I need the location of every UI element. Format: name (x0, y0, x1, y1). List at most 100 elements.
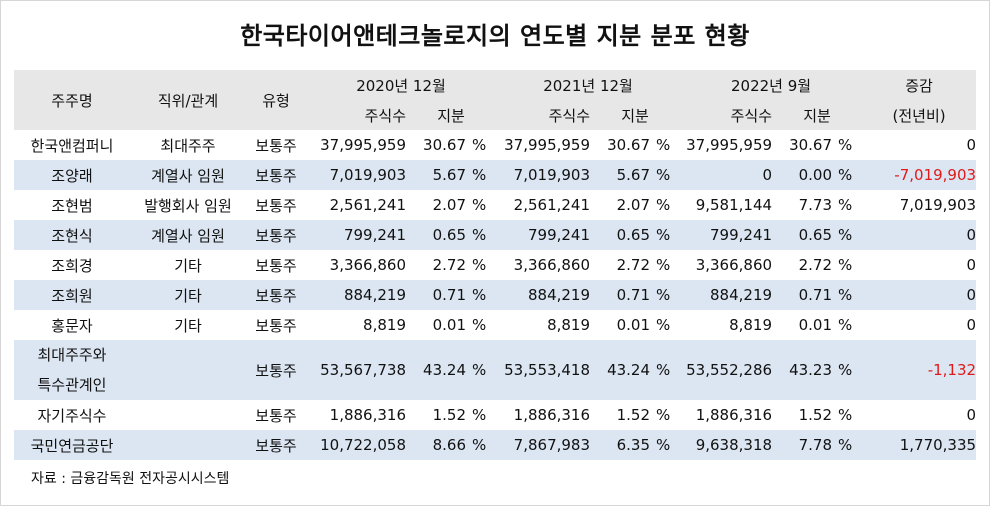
shares-2021: 7,867,983 (496, 430, 591, 460)
change-cell: 0 (966, 136, 977, 154)
position-cell: 최대주주 (160, 136, 216, 155)
shares-2022: 1,886,316 (695, 406, 773, 424)
pct-sign: % (838, 256, 853, 274)
shareholder-name: 조양래 (14, 160, 130, 190)
pct-sign: % (472, 136, 487, 154)
shares-2021: 8,819 (547, 316, 591, 334)
shareholder-name-line1: 최대주주와 (37, 346, 107, 364)
stake-2020: 0.71 (406, 280, 466, 310)
type-cell: 보통주 (246, 430, 306, 460)
shares-2022: 8,819 (729, 316, 773, 334)
header-position: 직위/관계 (130, 70, 246, 130)
change-cell: 0 (966, 256, 977, 274)
pct-sign: % (832, 220, 863, 250)
table-row: 조현식 계열사 임원 보통주 799,241 0.65% 799,241 0.65% 799,… (14, 220, 977, 250)
pct-sign: % (650, 220, 681, 250)
header-row-1: 주주명 직위/관계 유형 2020년 12월 2021년 12월 2022년 9… (14, 70, 977, 130)
pct-sign: % (466, 160, 497, 190)
type-cell: 보통주 (255, 136, 297, 155)
position-cell: 기타 (174, 256, 202, 275)
pct-sign: % (838, 316, 853, 334)
shareholder-name: 조현식 (14, 220, 130, 250)
shares-2020: 53,567,738 (306, 340, 406, 400)
pct-sign: % (838, 406, 853, 424)
type-cell: 보통주 (255, 406, 297, 425)
change-cell: 0 (862, 220, 977, 250)
stake-2020: 30.67 (423, 136, 466, 154)
shareholder-name: 한국앤컴퍼니 (30, 136, 114, 155)
change-cell: -1,132 (862, 340, 977, 400)
stake-2020: 43.24 (406, 340, 466, 400)
table-row: 국민연금공단 보통주 10,722,058 8.66% 7,867,983 6.35% 9,… (14, 430, 977, 460)
shares-2021: 799,241 (496, 220, 591, 250)
pct-sign: % (650, 430, 681, 460)
position-cell: 계열사 임원 (130, 160, 246, 190)
table-row: 조현범 발행회사 임원 보통주 2,561,241 2.07% 2,561,241 2.07… (14, 190, 976, 220)
position-cell (130, 430, 246, 460)
pct-sign: % (832, 340, 863, 400)
shares-2021: 53,553,418 (496, 340, 591, 400)
stake-2020: 5.67 (406, 160, 466, 190)
source-note: 자료 : 금융감독원 전자공시시스템 (31, 471, 230, 487)
stake-2021: 2.07 (616, 196, 651, 214)
type-cell: 보통주 (246, 280, 306, 310)
table-row: 자기주식수 보통주 1,886,316 1.52% 1,886,316 1.52% 1,88… (14, 400, 976, 430)
header-shareholder: 주주명 (14, 70, 130, 130)
stake-2022: 30.67 (789, 136, 833, 154)
stake-2021: 6.35 (590, 430, 651, 460)
header-shares-2021: 주식수 (496, 100, 591, 130)
shareholder-name: 자기주식수 (37, 406, 107, 425)
pct-sign: % (466, 340, 497, 400)
shareholder-name-line2: 특수관계인 (37, 376, 107, 394)
shareholder-name: 홍문자 (51, 316, 93, 335)
position-cell: 계열사 임원 (130, 220, 246, 250)
shares-2022: 3,366,860 (695, 256, 773, 274)
shareholder-name: 조희원 (14, 280, 130, 310)
shares-2020: 884,219 (306, 280, 406, 310)
stake-2022: 0.00 (772, 160, 833, 190)
stake-2020: 8.66 (406, 430, 466, 460)
shares-2021: 2,561,241 (513, 196, 591, 214)
change-cell: 7,019,903 (899, 196, 977, 214)
shares-2020: 799,241 (306, 220, 406, 250)
pct-sign: % (472, 196, 487, 214)
table-row: 조희경 기타 보통주 3,366,860 2.72% 3,366,860 2.72% 3,36… (14, 250, 976, 280)
shareholder-name: 국민연금공단 (14, 430, 130, 460)
stake-2021: 0.65 (590, 220, 651, 250)
shares-2020: 1,886,316 (329, 406, 406, 424)
position-cell: 발행회사 임원 (144, 196, 232, 215)
pct-sign: % (832, 280, 863, 310)
change-cell: 0 (862, 280, 977, 310)
stake-2020: 2.72 (432, 256, 466, 274)
pct-sign: % (466, 280, 497, 310)
pct-sign: % (650, 340, 681, 400)
stake-2022: 7.73 (798, 196, 833, 214)
shares-2020: 8,819 (363, 316, 406, 334)
type-cell: 보통주 (246, 160, 306, 190)
position-cell: 기타 (130, 280, 246, 310)
shareholder-name: 조현범 (51, 196, 93, 215)
stake-2021: 30.67 (607, 136, 651, 154)
shares-2022: 799,241 (680, 220, 773, 250)
change-cell: 0 (966, 406, 977, 424)
stake-2022: 0.01 (798, 316, 833, 334)
header-row-2: 주식수 지분 주식수 지분 주식수 지분 (전년비) (14, 100, 977, 130)
stake-2021: 0.71 (590, 280, 651, 310)
stake-2020: 0.65 (406, 220, 466, 250)
pct-sign: % (466, 430, 497, 460)
stake-2020: 1.52 (432, 406, 466, 424)
pct-sign: % (656, 316, 671, 334)
header-shares-2022: 주식수 (680, 100, 773, 130)
position-cell: 기타 (174, 316, 202, 335)
shares-2020: 10,722,058 (306, 430, 406, 460)
pct-sign: % (472, 406, 487, 424)
shares-2021: 3,366,860 (513, 256, 591, 274)
table-row: 조희원 기타 보통주 884,219 0.71% 884,219 0.71% 884,219 0… (14, 280, 977, 310)
stake-2021: 0.01 (616, 316, 651, 334)
page-title: 한국타이어앤테크놀로지의 연도별 지분 분포 현황 (240, 22, 750, 50)
type-cell: 보통주 (255, 196, 297, 215)
table-row: 홍문자 기타 보통주 8,819 0.01% 8,819 0.01% 8,819 0.01% 0 (14, 310, 976, 340)
stake-2022: 1.52 (798, 406, 833, 424)
stake-2020: 2.07 (432, 196, 466, 214)
stake-2021: 43.24 (590, 340, 651, 400)
